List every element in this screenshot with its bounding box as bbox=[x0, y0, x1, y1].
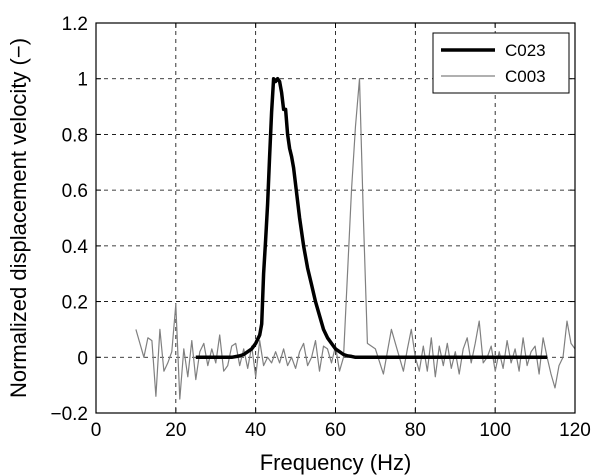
series-line-c023 bbox=[195, 76, 548, 360]
y-tick-label: 0 bbox=[77, 348, 88, 369]
y-tick-label: 0.8 bbox=[62, 125, 88, 146]
y-tick-label: 1 bbox=[77, 70, 88, 91]
x-tick-label: 80 bbox=[405, 420, 426, 441]
x-tick-label: 60 bbox=[325, 420, 346, 441]
legend-label-c003: C003 bbox=[505, 67, 546, 86]
x-tick-label: 20 bbox=[165, 420, 186, 441]
legend: C023 C003 bbox=[432, 32, 570, 94]
axis-ticks: 0 20 40 60 80 100 120−0.200.20.40.60.811.2 bbox=[50, 14, 590, 441]
legend-box bbox=[432, 32, 570, 94]
x-tick-label: 100 bbox=[479, 420, 511, 441]
y-tick-label: −0.2 bbox=[50, 404, 88, 425]
x-axis-label: Frequency (Hz) bbox=[260, 450, 412, 475]
x-tick-label: 40 bbox=[245, 420, 266, 441]
y-tick-label: 0.2 bbox=[62, 293, 88, 314]
y-axis-label: Normalized displacement velocity (−) bbox=[6, 38, 31, 398]
x-tick-label: 0 bbox=[91, 420, 102, 441]
series-line-c003 bbox=[135, 78, 576, 400]
x-tick-label: 120 bbox=[559, 420, 591, 441]
y-tick-label: 1.2 bbox=[62, 14, 88, 35]
legend-label-c023: C023 bbox=[505, 41, 546, 60]
y-tick-label: 0.4 bbox=[62, 237, 89, 258]
series-lines bbox=[135, 76, 576, 400]
y-tick-label: 0.6 bbox=[62, 181, 88, 202]
grid bbox=[96, 23, 575, 413]
